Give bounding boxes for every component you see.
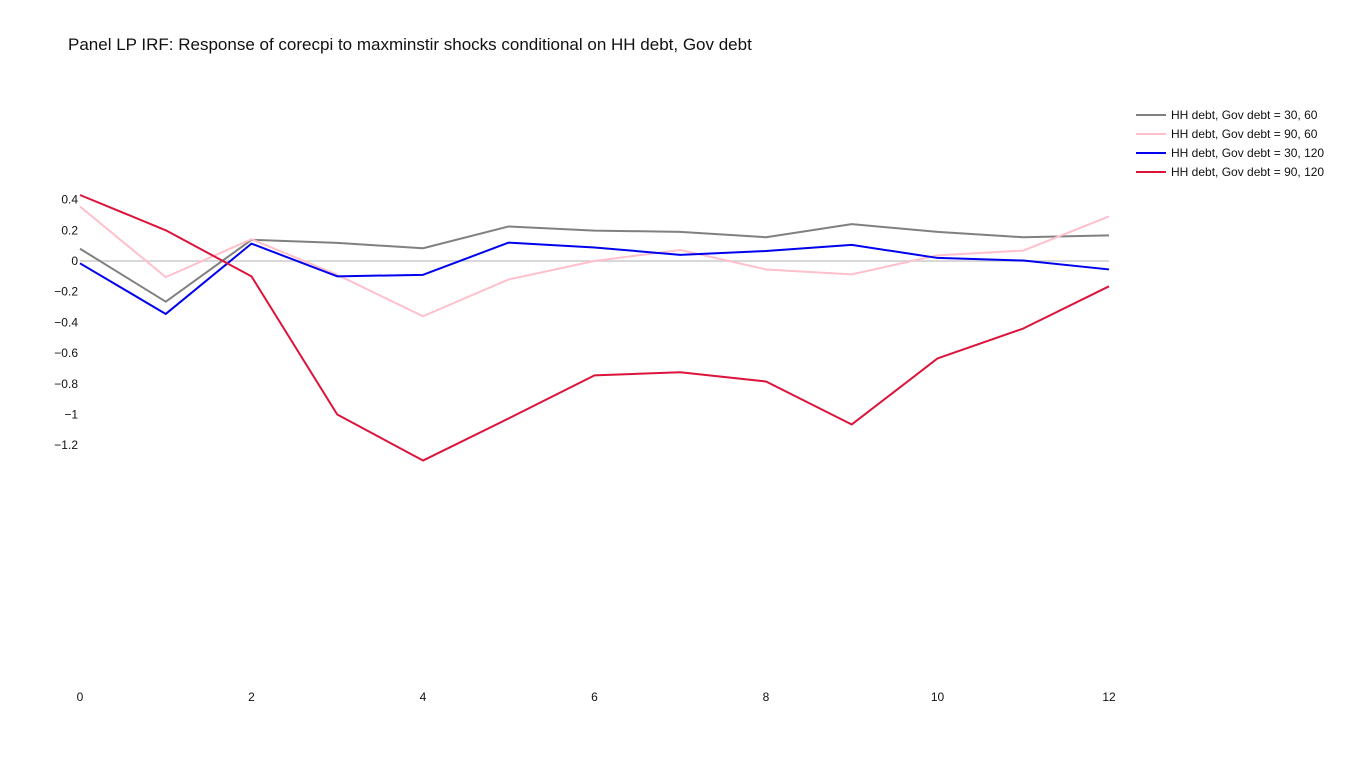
legend-item[interactable]: HH debt, Gov debt = 30, 60 [1136, 108, 1318, 122]
y-tick-label: −0.2 [54, 285, 78, 299]
legend-label: HH debt, Gov debt = 90, 60 [1171, 127, 1318, 141]
legend-item[interactable]: HH debt, Gov debt = 30, 120 [1136, 146, 1324, 160]
y-tick-label: −0.8 [54, 377, 78, 391]
x-tick-label: 4 [420, 690, 427, 704]
y-tick-label: −0.4 [54, 315, 78, 329]
x-tick-label: 8 [763, 690, 770, 704]
y-axis: 0.4 0.2 0 −0.2 −0.4 −0.6 −0.8 −1 −1.2 [54, 193, 78, 453]
legend[interactable]: HH debt, Gov debt = 30, 60 HH debt, Gov d… [1136, 108, 1324, 179]
series-line-3 [79, 241, 1110, 315]
x-tick-label: 12 [1102, 690, 1116, 704]
y-tick-label: 0.2 [61, 223, 78, 237]
series-line-1 [79, 223, 1110, 303]
chart-title: Panel LP IRF: Response of corecpi to max… [68, 35, 752, 54]
legend-item[interactable]: HH debt, Gov debt = 90, 60 [1136, 127, 1318, 141]
y-tick-label: −0.6 [54, 346, 78, 360]
x-tick-label: 6 [591, 690, 598, 704]
plot-area [79, 194, 1110, 462]
y-tick-label: −1.2 [54, 438, 78, 452]
legend-label: HH debt, Gov debt = 90, 120 [1171, 165, 1324, 179]
y-tick-label: −1 [64, 408, 78, 422]
x-tick-label: 0 [77, 690, 84, 704]
legend-label: HH debt, Gov debt = 30, 60 [1171, 108, 1318, 122]
y-tick-label: 0.4 [61, 193, 78, 207]
series-line-2 [79, 205, 1110, 318]
legend-item[interactable]: HH debt, Gov debt = 90, 120 [1136, 165, 1324, 179]
legend-label: HH debt, Gov debt = 30, 120 [1171, 146, 1324, 160]
x-tick-label: 10 [931, 690, 945, 704]
x-axis: 0 2 4 6 8 10 12 [77, 690, 1116, 704]
x-tick-label: 2 [248, 690, 255, 704]
series-line-4 [79, 194, 1110, 462]
y-tick-label: 0 [71, 254, 78, 268]
